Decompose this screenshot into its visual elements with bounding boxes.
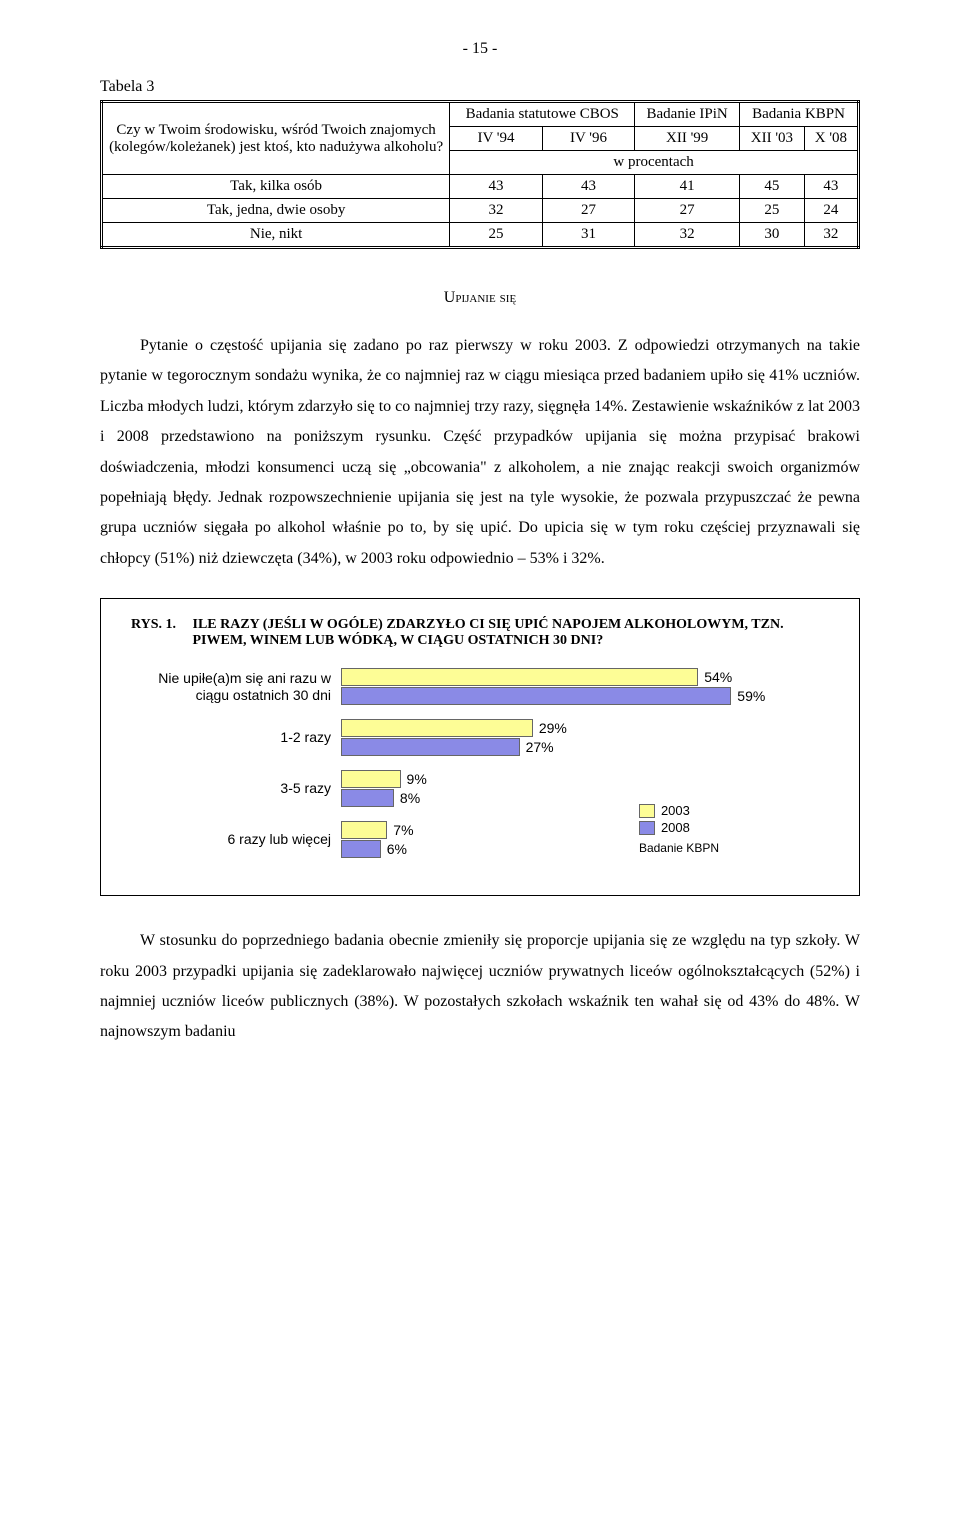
cell: 32 [635, 223, 740, 248]
chart-container: RYS. 1. ILE RAZY (JEŚLI W OGÓLE) ZDARZYŁ… [100, 598, 860, 896]
chart-legend: 2003 2008 Badanie KBPN [639, 803, 719, 855]
cell: 41 [635, 175, 740, 199]
th-iv96: IV '96 [542, 127, 635, 151]
bar-group: 54% 59% [341, 667, 829, 706]
th-xii03: XII '03 [740, 127, 805, 151]
chart-category-label: 1-2 razy [131, 729, 341, 746]
legend-2003: 2003 [639, 803, 719, 818]
bar-group: 7%6% [341, 820, 829, 859]
bar-line: 27% [341, 738, 829, 756]
table-caption: Tabela 3 [100, 78, 860, 96]
bar-line: 54% [341, 668, 829, 686]
cell: 27 [542, 199, 635, 223]
chart-category-label: 3-5 razy [131, 780, 341, 797]
bar-value: 9% [407, 771, 427, 787]
th-x08: X '08 [804, 127, 858, 151]
cell: 32 [804, 223, 858, 248]
paragraph-1: Pytanie o częstość upijania się zadano p… [100, 331, 860, 574]
row-label: Tak, jedna, dwie osoby [102, 199, 450, 223]
cell: 31 [542, 223, 635, 248]
table-question: Czy w Twoim środowisku, wśród Twoich zna… [102, 102, 450, 175]
chart-row: 1-2 razy29%27% [131, 718, 829, 757]
legend-label-2003: 2003 [661, 803, 690, 818]
row-label: Tak, kilka osób [102, 175, 450, 199]
chart-rys-label: RYS. 1. [131, 617, 189, 633]
bar-2008 [341, 687, 731, 705]
bar-2003 [341, 719, 533, 737]
table-percent-header: w procentach [450, 151, 859, 175]
section-title: Upijanie się [100, 289, 860, 307]
legend-2008: 2008 [639, 820, 719, 835]
table-head-ipin: Badanie IPiN [635, 102, 740, 127]
cell: 43 [542, 175, 635, 199]
bar-group: 29%27% [341, 718, 829, 757]
bar-2003 [341, 668, 698, 686]
legend-swatch-2003 [639, 804, 655, 818]
cell: 25 [450, 223, 543, 248]
table-head-cbos: Badania statutowe CBOS [450, 102, 635, 127]
page: - 15 - Tabela 3 Czy w Twoim środowisku, … [0, 0, 960, 1112]
cell: 25 [740, 199, 805, 223]
chart-title-text: ILE RAZY (JEŚLI W OGÓLE) ZDARZYŁO CI SIĘ… [193, 617, 821, 649]
bar-line: 29% [341, 719, 829, 737]
bar-2008 [341, 738, 520, 756]
table-row: Tak, kilka osób 43 43 41 45 43 [102, 175, 859, 199]
page-number: - 15 - [100, 40, 860, 58]
chart-category-label: Nie upiłe(a)m się ani razu w ciągu ostat… [131, 670, 341, 704]
bar-line: 6% [341, 840, 829, 858]
legend-source: Badanie KBPN [639, 841, 719, 855]
bar-value: 6% [387, 841, 407, 857]
cell: 43 [804, 175, 858, 199]
cell: 30 [740, 223, 805, 248]
th-xii99: XII '99 [635, 127, 740, 151]
cell: 45 [740, 175, 805, 199]
chart-row: Nie upiłe(a)m się ani razu w ciągu ostat… [131, 667, 829, 706]
bar-value: 29% [539, 720, 567, 736]
chart-row: 3-5 razy9%8% [131, 769, 829, 808]
table-row: Nie, nikt 25 31 32 30 32 [102, 223, 859, 248]
bar-value: 27% [526, 739, 554, 755]
paragraph-2: W stosunku do poprzedniego badania obecn… [100, 926, 860, 1048]
table-row: Tak, jedna, dwie osoby 32 27 27 25 24 [102, 199, 859, 223]
bar-value: 7% [393, 822, 413, 838]
bar-group: 9%8% [341, 769, 829, 808]
legend-label-2008: 2008 [661, 820, 690, 835]
bar-value: 54% [704, 669, 732, 685]
bar-line: 59% [341, 687, 829, 705]
bar-value: 59% [737, 688, 765, 704]
table-head-kbpn: Badania KBPN [740, 102, 859, 127]
bar-chart: Nie upiłe(a)m się ani razu w ciągu ostat… [131, 667, 829, 859]
cell: 32 [450, 199, 543, 223]
row-label: Nie, nikt [102, 223, 450, 248]
chart-title: RYS. 1. ILE RAZY (JEŚLI W OGÓLE) ZDARZYŁ… [131, 617, 829, 649]
legend-swatch-2008 [639, 821, 655, 835]
bar-2003 [341, 770, 401, 788]
cell: 24 [804, 199, 858, 223]
cell: 43 [450, 175, 543, 199]
th-iv94: IV '94 [450, 127, 543, 151]
bar-line: 7% [341, 821, 829, 839]
bar-line: 8% [341, 789, 829, 807]
cell: 27 [635, 199, 740, 223]
chart-row: 6 razy lub więcej7%6% [131, 820, 829, 859]
data-table: Czy w Twoim środowisku, wśród Twoich zna… [100, 100, 860, 249]
bar-2008 [341, 789, 394, 807]
bar-2003 [341, 821, 387, 839]
bar-2008 [341, 840, 381, 858]
bar-value: 8% [400, 790, 420, 806]
bar-line: 9% [341, 770, 829, 788]
chart-category-label: 6 razy lub więcej [131, 831, 341, 848]
